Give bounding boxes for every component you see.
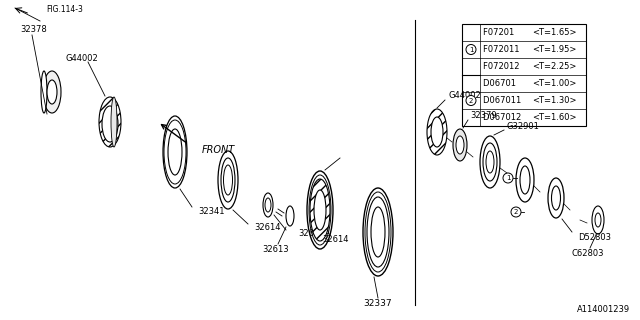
Text: <T=1.65>: <T=1.65> xyxy=(532,28,577,37)
Text: <T=1.30>: <T=1.30> xyxy=(532,96,577,105)
Ellipse shape xyxy=(310,179,330,241)
Ellipse shape xyxy=(486,151,494,173)
Text: <T=1.95>: <T=1.95> xyxy=(532,45,577,54)
Circle shape xyxy=(511,207,521,217)
Ellipse shape xyxy=(168,129,182,175)
Ellipse shape xyxy=(453,129,467,161)
Ellipse shape xyxy=(595,213,601,227)
Text: D067011: D067011 xyxy=(483,96,524,105)
Text: F072012: F072012 xyxy=(483,62,522,71)
Text: 32614: 32614 xyxy=(322,236,349,244)
Ellipse shape xyxy=(265,198,271,212)
Ellipse shape xyxy=(364,189,392,275)
Ellipse shape xyxy=(163,118,186,186)
Text: C62803: C62803 xyxy=(572,249,604,258)
Text: D067012: D067012 xyxy=(483,113,524,122)
Text: 1: 1 xyxy=(506,175,510,181)
Text: G32901: G32901 xyxy=(506,122,539,131)
Ellipse shape xyxy=(102,106,118,142)
Ellipse shape xyxy=(592,206,604,234)
Ellipse shape xyxy=(286,206,294,226)
Text: 32614: 32614 xyxy=(254,223,280,233)
Ellipse shape xyxy=(552,186,561,210)
Text: D06701: D06701 xyxy=(483,79,524,88)
Ellipse shape xyxy=(371,207,385,257)
Ellipse shape xyxy=(47,80,57,104)
Text: 1: 1 xyxy=(468,46,473,52)
Text: 32379: 32379 xyxy=(470,110,497,119)
Ellipse shape xyxy=(221,158,235,202)
Text: <T=2.25>: <T=2.25> xyxy=(532,62,577,71)
Ellipse shape xyxy=(164,120,186,184)
Ellipse shape xyxy=(427,109,447,155)
Ellipse shape xyxy=(483,143,497,181)
Ellipse shape xyxy=(480,136,500,188)
Text: 32378: 32378 xyxy=(20,25,47,34)
Text: G44002: G44002 xyxy=(66,53,99,62)
Text: 32341: 32341 xyxy=(198,207,225,217)
Text: FIG.114-3: FIG.114-3 xyxy=(46,4,83,13)
Ellipse shape xyxy=(41,71,47,113)
Ellipse shape xyxy=(520,166,530,194)
Text: D52803: D52803 xyxy=(578,233,611,242)
Ellipse shape xyxy=(314,190,326,230)
Ellipse shape xyxy=(99,97,121,147)
Ellipse shape xyxy=(218,151,238,209)
Text: F07201: F07201 xyxy=(483,28,522,37)
Text: F072011: F072011 xyxy=(483,45,522,54)
Text: 32337: 32337 xyxy=(364,300,392,308)
Ellipse shape xyxy=(43,71,61,113)
Ellipse shape xyxy=(309,175,331,245)
Ellipse shape xyxy=(456,136,464,154)
Ellipse shape xyxy=(263,193,273,217)
Circle shape xyxy=(466,95,476,106)
Ellipse shape xyxy=(363,188,393,276)
Text: FRONT: FRONT xyxy=(202,145,236,155)
Text: A114001239: A114001239 xyxy=(577,306,630,315)
Ellipse shape xyxy=(307,171,333,249)
Ellipse shape xyxy=(516,158,534,202)
Text: <T=1.00>: <T=1.00> xyxy=(532,79,577,88)
Ellipse shape xyxy=(365,192,391,272)
Circle shape xyxy=(466,44,476,54)
Ellipse shape xyxy=(163,116,187,188)
Ellipse shape xyxy=(111,97,117,147)
Bar xyxy=(462,24,586,126)
Text: <T=1.60>: <T=1.60> xyxy=(532,113,577,122)
Ellipse shape xyxy=(367,197,389,267)
Text: 32605A: 32605A xyxy=(298,229,330,238)
Ellipse shape xyxy=(431,117,443,147)
Ellipse shape xyxy=(548,178,564,218)
Text: 2: 2 xyxy=(469,98,473,103)
Text: G44002: G44002 xyxy=(448,91,481,100)
Text: 2: 2 xyxy=(514,209,518,215)
Ellipse shape xyxy=(223,165,232,195)
Text: 32613: 32613 xyxy=(262,244,289,253)
Circle shape xyxy=(503,173,513,183)
